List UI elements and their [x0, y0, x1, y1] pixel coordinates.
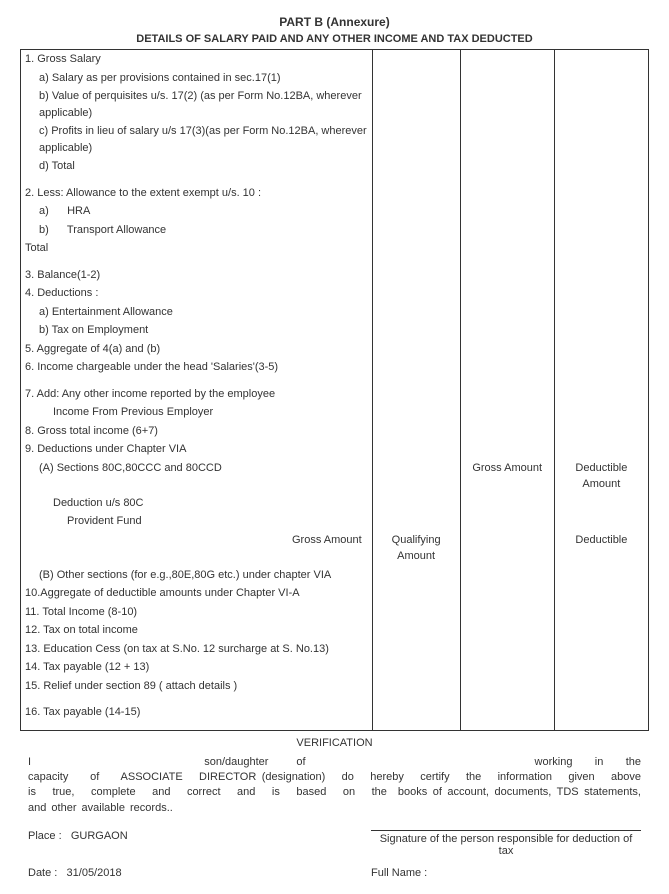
row-1b: b) Value of perquisites u/s. 17(2) (as p… — [25, 88, 368, 121]
row-education-cess: 13. Education Cess (on tax at S.No. 12 s… — [21, 640, 373, 659]
row-balance: 3. Balance(1-2) — [21, 266, 373, 285]
signature-line: Signature of the person responsible for … — [371, 830, 641, 857]
col-gross-amount-left: Gross Amount — [21, 531, 373, 566]
col-deductible: Deductible — [554, 531, 648, 566]
row-less-allowance: 2. Less: Allowance to the extent exempt … — [21, 184, 373, 203]
row-deductions-via: 9. Deductions under Chapter VIA — [21, 440, 373, 459]
row-4a: a) Entertainment Allowance — [25, 304, 368, 321]
date-block: Date : 31/05/2018 — [28, 867, 122, 879]
row-deductions: 4. Deductions : — [21, 284, 373, 303]
row-1a: a) Salary as per provisions contained in… — [25, 70, 368, 87]
row-1d: d) Total — [25, 158, 368, 175]
row-aggregate-via: 10.Aggregate of deductible amounts under… — [21, 584, 373, 603]
salary-details-table: 1. Gross Salary a) Salary as per provisi… — [20, 49, 649, 731]
row-tax-on-total: 12. Tax on total income — [21, 621, 373, 640]
place-block: Place : GURGAON — [28, 830, 128, 857]
row-gross-salary: 1. Gross Salary — [21, 50, 373, 69]
row-tax-payable-2: 16. Tax payable (14-15) — [21, 703, 373, 722]
row-9A: (A) Sections 80C,80CCC and 80CCD — [25, 460, 368, 477]
row-aggregate-4: 5. Aggregate of 4(a) and (b) — [21, 340, 373, 359]
row-tax-payable-1: 14. Tax payable (12 + 13) — [21, 658, 373, 677]
row-add-other-income: 7. Add: Any other income reported by the… — [21, 385, 373, 404]
row-relief-89: 15. Relief under section 89 ( attach det… — [21, 677, 373, 696]
col-qualifying-amount: Qualifying Amount — [372, 531, 460, 566]
row-2a: a) HRA — [25, 203, 368, 220]
verification-title: VERIFICATION — [20, 737, 649, 749]
date-value: 31/05/2018 — [67, 867, 122, 879]
date-label: Date : — [28, 867, 57, 879]
verification-paragraph: I son/daughter of working in the capacit… — [20, 755, 649, 823]
row-gross-total: 8. Gross total income (6+7) — [21, 422, 373, 441]
row-1c: c) Profits in lieu of salary u/s 17(3)(a… — [25, 123, 368, 156]
row-total-income: 11. Total Income (8-10) — [21, 603, 373, 622]
col-deductible-amount: Deductible Amount — [554, 459, 648, 494]
part-header: PART B (Annexure) — [20, 15, 649, 29]
col-gross-amount: Gross Amount — [460, 459, 554, 494]
row-2b: b) Transport Allowance — [25, 222, 368, 239]
place-value: GURGAON — [71, 830, 128, 842]
row-4b: b) Tax on Employment — [25, 322, 368, 339]
row-2-total: Total — [21, 239, 373, 258]
details-subheader: DETAILS OF SALARY PAID AND ANY OTHER INC… — [20, 33, 649, 45]
row-9Aii: Provident Fund — [25, 513, 368, 530]
row-9Ai: Deduction u/s 80C — [25, 495, 368, 512]
row-7a: Income From Previous Employer — [25, 404, 368, 421]
row-9B: (B) Other sections (for e.g.,80E,80G etc… — [25, 567, 368, 584]
full-name-label: Full Name : — [371, 867, 641, 879]
place-label: Place : — [28, 830, 62, 842]
row-income-chargeable: 6. Income chargeable under the head 'Sal… — [21, 358, 373, 377]
